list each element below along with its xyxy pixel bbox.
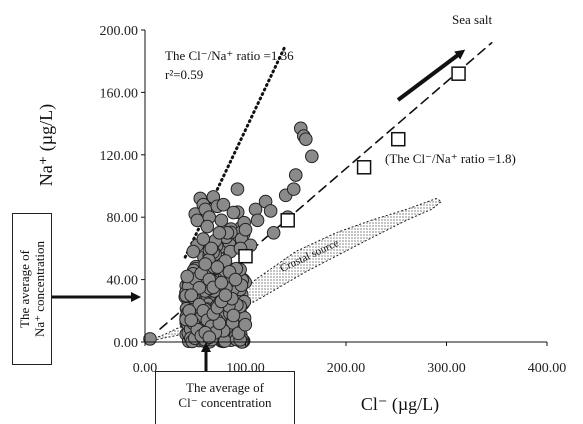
na-average-box: The average of Na⁺ concentration	[12, 213, 52, 365]
data-point	[263, 204, 278, 218]
sea-salt-arrow	[396, 49, 466, 102]
sea-salt-label: Sea salt	[452, 12, 492, 27]
data-point	[218, 288, 233, 303]
sea-salt-point	[391, 131, 406, 147]
y-tick-label: 40.00	[107, 274, 139, 289]
data-point	[230, 182, 245, 196]
data-point	[196, 232, 211, 246]
data-point	[305, 149, 319, 164]
data-point	[299, 132, 313, 146]
crustal-source-region	[144, 197, 443, 343]
x-tick-label: 200.00	[327, 361, 366, 376]
data-point	[198, 257, 213, 271]
data-point	[288, 168, 303, 182]
x-tick-label: 300.00	[427, 361, 466, 376]
x-tick-label: 0.00	[133, 361, 158, 376]
sea-salt-point	[356, 160, 372, 175]
data-point	[266, 226, 281, 240]
dotted-ratio-label: The Cl⁻/Na⁺ ratio =1.36	[165, 48, 294, 63]
data-point	[212, 226, 227, 240]
data-point	[180, 269, 195, 284]
cl-average-line2: Cl⁻ concentration	[178, 395, 272, 410]
y-tick-label: 120.00	[100, 149, 139, 164]
data-point	[238, 222, 253, 237]
cl-average-box: The average of Cl⁻ concentration	[155, 371, 295, 424]
y-tick-label: 0.00	[114, 336, 139, 351]
y-tick-label: 160.00	[100, 86, 139, 101]
data-point	[186, 244, 201, 259]
data-point	[216, 197, 231, 212]
data-point	[214, 275, 229, 290]
x-tick-label: 400.00	[528, 361, 567, 376]
cl-average-line1: The average of	[186, 380, 264, 395]
data-point	[286, 182, 301, 196]
sea-salt-point	[451, 66, 466, 81]
data-point	[210, 260, 225, 274]
sea-salt-point	[280, 213, 295, 228]
data-point	[238, 317, 253, 332]
data-point	[143, 332, 157, 346]
y-axis-label: Na⁺ (µg/L)	[36, 104, 57, 186]
data-point	[200, 219, 215, 234]
data-point	[184, 288, 199, 303]
na-average-line2: Na⁺ concentration	[32, 241, 47, 338]
data-point	[204, 241, 219, 256]
data-point	[228, 272, 243, 287]
data-point	[226, 205, 241, 220]
data-point	[250, 213, 265, 228]
x-axis-label: Cl⁻ (µg/L)	[361, 394, 439, 415]
seasalt-ratio-label: (The Cl⁻/Na⁺ ratio =1.8)	[385, 151, 516, 166]
y-tick-label: 200.00	[100, 24, 139, 39]
sea-salt-ratio-line	[159, 41, 493, 330]
data-point	[184, 313, 199, 327]
y-tick-label: 80.00	[107, 211, 139, 226]
sea-salt-point	[238, 248, 253, 264]
r2-label: r²=0.59	[165, 67, 203, 82]
na-average-line1: The average of	[17, 250, 32, 328]
data-point	[226, 308, 241, 323]
data-point	[214, 213, 229, 228]
